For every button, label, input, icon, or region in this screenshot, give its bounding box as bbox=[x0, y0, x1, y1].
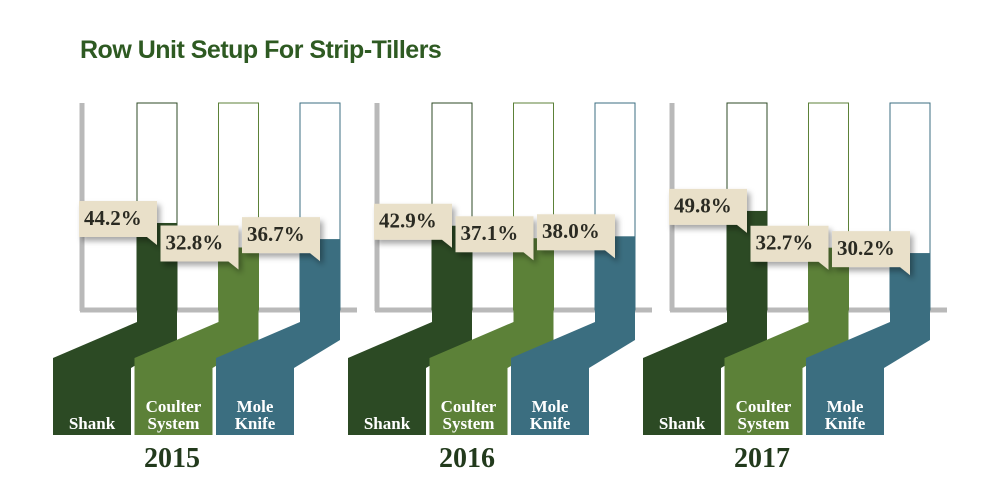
value-label bbox=[537, 214, 615, 259]
legend-label: Coulter System bbox=[735, 397, 792, 433]
legend-box bbox=[134, 367, 213, 435]
value-label-text: 38.0% bbox=[542, 219, 600, 243]
legend-box bbox=[806, 367, 884, 435]
legend-label: Coulter System bbox=[440, 397, 497, 433]
value-label-box bbox=[537, 214, 615, 259]
value-label-box bbox=[242, 217, 320, 262]
legend-box bbox=[348, 367, 426, 435]
value-label bbox=[79, 200, 157, 245]
legend-label: Shank bbox=[363, 414, 411, 433]
x-tick-label: 2015 bbox=[144, 443, 200, 474]
legend-label: Mole Knife bbox=[529, 397, 571, 433]
legend-label: Coulter System bbox=[145, 397, 202, 433]
value-label-text: 44.2% bbox=[84, 206, 142, 230]
value-label-box bbox=[374, 203, 452, 248]
legend-label: Mole Knife bbox=[234, 397, 276, 433]
legend-box bbox=[216, 367, 294, 435]
value-label-text: 49.8% bbox=[674, 194, 732, 218]
value-label-text: 32.7% bbox=[756, 231, 814, 255]
ribbon bbox=[511, 322, 635, 368]
legend-box bbox=[724, 367, 803, 435]
ribbon bbox=[216, 322, 340, 368]
value-label bbox=[455, 216, 534, 261]
legend-box bbox=[511, 367, 589, 435]
value-label-box bbox=[79, 200, 157, 245]
legend-label: Shank bbox=[658, 414, 706, 433]
ribbon bbox=[806, 322, 930, 368]
legend-box bbox=[429, 367, 508, 435]
value-label bbox=[669, 188, 747, 233]
value-label-text: 36.7% bbox=[247, 222, 305, 246]
value-label bbox=[160, 225, 239, 270]
x-tick-label: 2016 bbox=[439, 443, 495, 474]
value-label bbox=[750, 225, 829, 270]
value-label-box bbox=[160, 225, 239, 270]
legend-box bbox=[53, 367, 131, 435]
legend-label: Mole Knife bbox=[824, 397, 866, 433]
value-label bbox=[242, 217, 320, 262]
value-label-text: 30.2% bbox=[837, 236, 895, 260]
value-label-box bbox=[455, 216, 534, 261]
value-label-box bbox=[750, 225, 829, 270]
chart-title: Row Unit Setup For Strip-Tillers bbox=[80, 36, 441, 64]
value-label bbox=[374, 203, 452, 248]
value-label-text: 37.1% bbox=[461, 221, 519, 245]
value-label-box bbox=[669, 188, 747, 233]
value-label-text: 42.9% bbox=[379, 209, 437, 233]
legend-label: Shank bbox=[68, 414, 116, 433]
value-label bbox=[832, 231, 910, 276]
value-label-text: 32.8% bbox=[166, 230, 224, 254]
value-label-box bbox=[832, 231, 910, 276]
legend-box bbox=[643, 367, 721, 435]
x-tick-label: 2017 bbox=[734, 443, 790, 474]
